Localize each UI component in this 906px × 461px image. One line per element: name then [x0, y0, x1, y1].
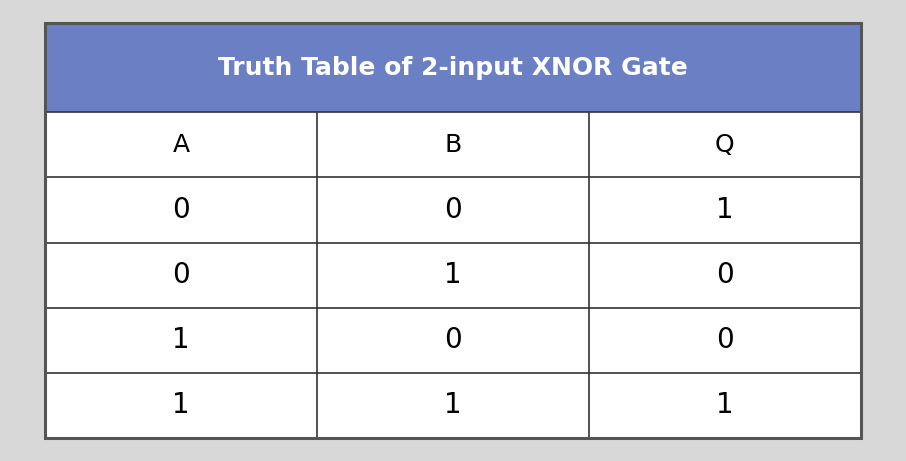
Text: 1: 1 — [444, 391, 462, 420]
Bar — [589, 373, 861, 438]
Bar — [317, 373, 589, 438]
Text: 0: 0 — [716, 261, 734, 289]
Text: 0: 0 — [444, 196, 462, 224]
Text: 1: 1 — [444, 261, 462, 289]
Bar — [589, 242, 861, 307]
Text: 1: 1 — [172, 326, 190, 354]
Bar — [317, 242, 589, 307]
Bar — [317, 112, 589, 177]
Text: 0: 0 — [172, 196, 190, 224]
Bar — [45, 242, 317, 307]
Bar — [45, 23, 861, 112]
Bar — [589, 307, 861, 373]
Bar — [45, 23, 861, 438]
Text: Q: Q — [715, 133, 735, 157]
Bar — [317, 177, 589, 242]
Text: 0: 0 — [172, 261, 190, 289]
Bar — [45, 112, 317, 177]
Text: Truth Table of 2-input XNOR Gate: Truth Table of 2-input XNOR Gate — [218, 56, 688, 80]
Text: A: A — [173, 133, 189, 157]
Bar — [45, 23, 861, 438]
Text: 1: 1 — [172, 391, 190, 420]
Bar — [589, 112, 861, 177]
Bar — [317, 307, 589, 373]
Text: 1: 1 — [716, 196, 734, 224]
Bar — [45, 307, 317, 373]
Bar — [589, 177, 861, 242]
Text: 1: 1 — [716, 391, 734, 420]
Text: B: B — [444, 133, 462, 157]
Bar — [45, 373, 317, 438]
Bar — [45, 177, 317, 242]
Text: 0: 0 — [444, 326, 462, 354]
Text: 0: 0 — [716, 326, 734, 354]
